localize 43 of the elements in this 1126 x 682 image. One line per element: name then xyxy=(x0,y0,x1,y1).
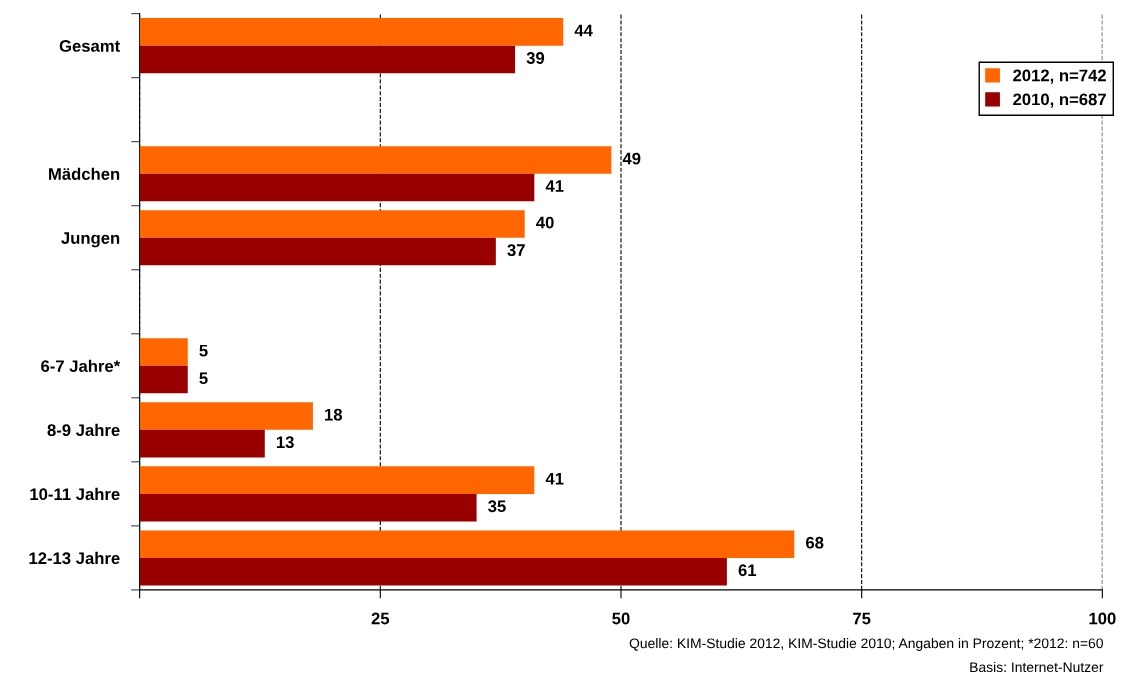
bar xyxy=(139,173,535,202)
data-label: 41 xyxy=(545,180,564,192)
bar xyxy=(139,338,188,366)
data-label: 39 xyxy=(526,52,545,64)
data-label: 61 xyxy=(738,564,757,577)
data-label: 37 xyxy=(507,244,525,257)
x-tick-label: 100 xyxy=(1089,612,1116,625)
data-label: 41 xyxy=(545,472,564,485)
bar xyxy=(139,210,525,238)
bar xyxy=(139,365,188,394)
source-note: Quelle: KIM-Studie 2012, KIM-Studie 2010; Angaben in Prozent; *2012: n=60 xyxy=(629,638,1103,651)
bar xyxy=(139,45,516,74)
bar xyxy=(139,429,265,458)
y-tick-label: 8-9 Jahre xyxy=(47,423,120,437)
bar xyxy=(139,557,727,586)
x-tick-label: 50 xyxy=(612,612,630,625)
bar xyxy=(139,146,612,174)
bar xyxy=(139,237,496,266)
data-label: 13 xyxy=(276,436,294,449)
bar xyxy=(139,466,535,494)
bar xyxy=(139,18,564,46)
y-tick-label: 12-13 Jahre xyxy=(29,551,120,565)
bar xyxy=(139,402,313,430)
data-label: 35 xyxy=(488,500,506,513)
y-tick-label: Mädchen xyxy=(49,167,120,180)
data-label: 49 xyxy=(622,152,641,165)
y-tick-label: 10-11 Jahre xyxy=(30,487,120,501)
legend-label: 2010, n=687 xyxy=(1013,93,1106,108)
data-label: 5 xyxy=(199,344,208,357)
x-tick-label: 25 xyxy=(371,612,390,625)
data-label: 5 xyxy=(199,372,208,385)
x-tick-label: 75 xyxy=(853,612,871,625)
data-label: 18 xyxy=(325,408,343,421)
y-tick-label: Jungen xyxy=(61,232,120,248)
legend-label: 2012, n=742 xyxy=(1013,69,1106,84)
data-label: 44 xyxy=(574,24,593,37)
data-label: 40 xyxy=(536,216,554,229)
text: Basis: Internet-Nutzer xyxy=(970,661,1104,673)
data-label: 68 xyxy=(806,536,824,549)
bar xyxy=(139,530,795,558)
y-tick-label: Gesamt xyxy=(59,40,120,52)
y-tick-label: 6-7 Jahre* xyxy=(41,359,121,373)
bar xyxy=(139,493,477,522)
